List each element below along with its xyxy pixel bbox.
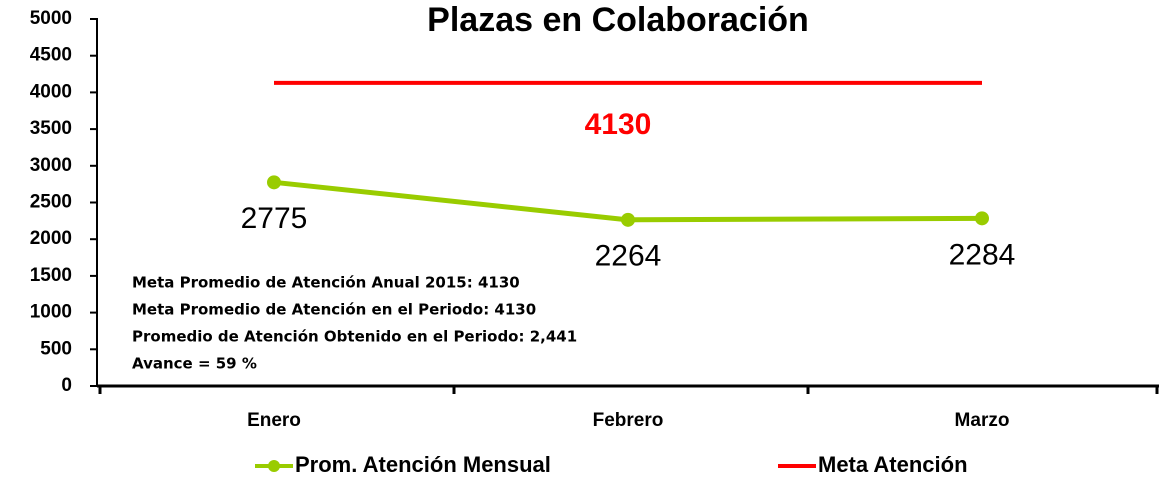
x-tick-label: Marzo xyxy=(955,410,1010,431)
chart-title: Plazas en Colaboración xyxy=(427,1,809,39)
legend-label: Meta Atención xyxy=(818,452,968,477)
y-tick-label: 500 xyxy=(40,338,72,359)
y-tick-label: 3500 xyxy=(30,118,72,139)
y-tick-label: 1000 xyxy=(30,302,72,323)
data-label: 2284 xyxy=(949,238,1016,271)
legend-label: Prom. Atención Mensual xyxy=(295,452,551,477)
annotation: Meta Promedio de Atención en el Periodo:… xyxy=(132,301,536,319)
legend-marker xyxy=(268,460,280,472)
data-label: 4130 xyxy=(585,108,652,141)
y-tick-label: 5000 xyxy=(30,8,72,29)
y-tick-label: 3000 xyxy=(30,155,72,176)
data-label: 2775 xyxy=(241,202,308,235)
x-tick-label: Enero xyxy=(247,410,301,431)
y-tick-label: 0 xyxy=(61,375,72,396)
data-label: 2264 xyxy=(595,240,662,273)
y-tick-label: 4500 xyxy=(30,45,72,66)
x-tick-label: Febrero xyxy=(593,410,664,431)
y-tick-label: 4000 xyxy=(30,81,72,102)
annotation: Promedio de Atención Obtenido en el Peri… xyxy=(132,328,577,346)
point xyxy=(975,211,989,226)
point xyxy=(267,175,281,190)
annotation: Meta Promedio de Atención Anual 2015: 41… xyxy=(132,274,520,292)
y-tick-label: 1500 xyxy=(30,265,72,286)
y-tick-label: 2500 xyxy=(30,192,72,213)
annotation: Avance = 59 % xyxy=(132,355,257,373)
y-tick-label: 2000 xyxy=(30,228,72,249)
point xyxy=(621,212,635,227)
